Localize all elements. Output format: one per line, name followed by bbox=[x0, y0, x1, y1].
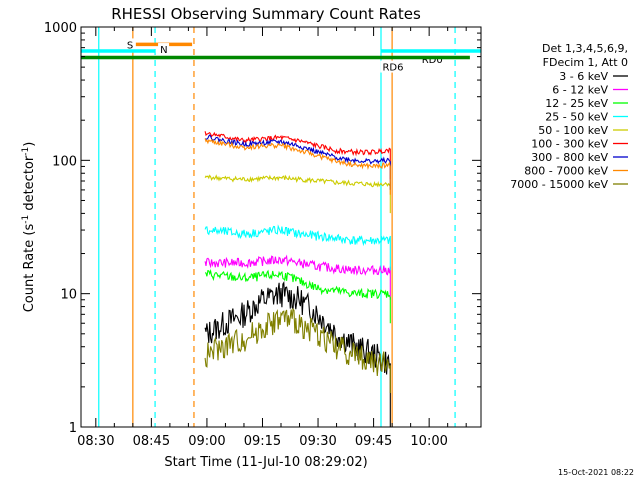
y-axis-ticks: 1 10 100 1000 bbox=[44, 21, 481, 436]
legend: Det 1,3,4,5,6,9, FDecim 1, Att 0 3 - 6 k… bbox=[510, 42, 628, 191]
x-tick-label: 10:00 bbox=[410, 434, 447, 449]
y-axis-label-tail: detector bbox=[22, 155, 37, 215]
legend-label: 3 - 6 keV bbox=[559, 70, 608, 83]
y-axis-label-main: Count Rate (s bbox=[22, 224, 37, 313]
x-axis-label: Start Time (11-Jul-10 08:29:02) bbox=[164, 455, 367, 470]
x-tick-label: 09:15 bbox=[244, 434, 281, 449]
series-line bbox=[204, 224, 391, 271]
x-tick-label: 08:45 bbox=[133, 434, 170, 449]
flag-label-bg bbox=[158, 43, 170, 56]
x-tick-label: 09:30 bbox=[299, 434, 336, 449]
series-line bbox=[204, 131, 391, 180]
series-line bbox=[204, 307, 391, 393]
x-tick-label: 09:00 bbox=[188, 434, 225, 449]
flag-label-rd6: RD6 bbox=[382, 63, 403, 74]
x-tick-label: 09:45 bbox=[355, 434, 392, 449]
legend-label: 800 - 7000 keV bbox=[524, 165, 608, 178]
series-line bbox=[204, 268, 391, 324]
y-axis-label: Count Rate (s-1 detector-1) bbox=[21, 142, 37, 313]
x-tick-label: 08:30 bbox=[77, 434, 114, 449]
generation-timestamp: 15-Oct-2021 08:22 bbox=[558, 468, 634, 477]
info-line-detectors: Det 1,3,4,5,6,9, bbox=[542, 42, 628, 55]
legend-label: 7000 - 15000 keV bbox=[510, 178, 608, 191]
y-tick-label: 1000 bbox=[44, 21, 77, 36]
series-line bbox=[204, 254, 391, 300]
y-tick-label: 100 bbox=[52, 154, 77, 169]
vertical-markers bbox=[98, 27, 456, 427]
x-axis-ticks: 08:30 08:45 09:00 09:15 09:30 09:45 10:00 bbox=[77, 27, 467, 449]
legend-label: 25 - 50 keV bbox=[545, 111, 608, 124]
observing-flag-bars: S N RD0 RD6 bbox=[81, 38, 481, 74]
flag-label-rd0: RD0 bbox=[422, 55, 443, 66]
y-axis-label-sup1: -1 bbox=[21, 215, 31, 224]
y-axis-label-end: ) bbox=[22, 142, 37, 147]
y-axis-label-sup2: -1 bbox=[21, 147, 31, 156]
chart-title: RHESSI Observing Summary Count Rates bbox=[111, 5, 421, 23]
flag-label-s: S bbox=[127, 40, 133, 51]
legend-label: 6 - 12 keV bbox=[552, 84, 608, 97]
series-line bbox=[204, 138, 391, 195]
legend-label: 300 - 800 keV bbox=[531, 151, 608, 164]
legend-label: 12 - 25 keV bbox=[545, 97, 608, 110]
y-tick-label: 10 bbox=[60, 288, 77, 303]
series-line bbox=[204, 174, 391, 214]
flag-label-bg bbox=[380, 60, 406, 73]
flag-label-n: N bbox=[160, 45, 167, 56]
legend-label: 50 - 100 keV bbox=[538, 124, 608, 137]
y-tick-label: 1 bbox=[69, 421, 77, 436]
legend-label: 100 - 300 keV bbox=[531, 138, 608, 151]
flag-label-bg bbox=[124, 38, 136, 51]
series-line bbox=[204, 280, 391, 427]
series-line bbox=[204, 134, 391, 190]
count-rate-series bbox=[204, 131, 391, 427]
info-line-decimation: FDecim 1, Att 0 bbox=[543, 56, 628, 69]
